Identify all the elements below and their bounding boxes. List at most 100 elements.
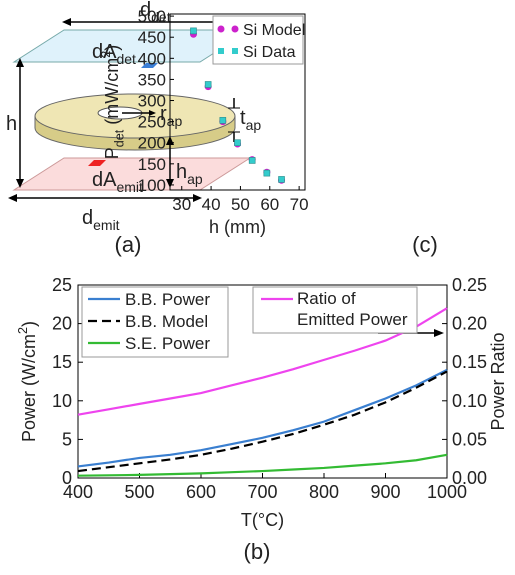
label-part: ) — [102, 45, 122, 51]
label-part: P — [102, 147, 122, 159]
legend-label: B.B. Model — [125, 312, 208, 331]
legend-box — [252, 286, 418, 334]
label-part: T(°C) — [241, 510, 284, 530]
panel-label: (a) — [115, 232, 142, 257]
y-tick-label: 450 — [138, 28, 166, 47]
diagram-label: dAdet — [92, 41, 136, 67]
legend-label-box: Ratio of Emitted Power — [297, 289, 408, 329]
y-tick-label: 300 — [138, 92, 166, 111]
diagram-label: tap — [240, 107, 261, 133]
panel-label: (b) — [244, 539, 271, 564]
label-sub: det — [151, 9, 171, 25]
legend-label: Si Model — [243, 22, 305, 39]
label-main: dA — [92, 41, 117, 63]
data-point — [204, 81, 212, 88]
arrow-head — [8, 194, 17, 202]
arrow-head — [62, 18, 71, 26]
y2-tick-label: 0.00 — [452, 468, 487, 488]
legend-label: S.E. Power — [125, 334, 210, 353]
label-main: h — [6, 113, 17, 135]
label-part: (mW/cm — [102, 58, 122, 130]
data-point — [248, 157, 256, 164]
plot-frame — [169, 13, 306, 191]
arrow-head — [16, 58, 24, 67]
emitter-area — [88, 160, 106, 166]
x-tick-label: 400 — [63, 482, 93, 502]
diagram-label: dAemit — [92, 169, 143, 195]
arrow-head — [434, 329, 444, 337]
label-main: dA — [92, 169, 117, 191]
label-part: ) — [19, 321, 39, 327]
series-line — [77, 307, 448, 416]
arrow-head — [149, 110, 156, 116]
label-sub: ap — [187, 171, 203, 187]
y-tick-label: 200 — [138, 134, 166, 153]
label-part: det — [112, 129, 126, 147]
y-tick-label: 20 — [52, 314, 72, 334]
label-part: Power Ratio — [488, 332, 508, 430]
y-tick-label: 5 — [62, 429, 72, 449]
legend-marker — [218, 48, 224, 54]
axis-label: T(°C) — [241, 510, 284, 530]
data-point — [190, 27, 197, 35]
label-sub: emit — [116, 179, 143, 195]
label-main: d — [140, 0, 151, 21]
label-main: h — [176, 161, 187, 183]
series-line — [77, 453, 448, 477]
legend-marker — [231, 25, 239, 33]
axis-label: Pdet (mW/cm2) — [99, 45, 127, 160]
data-point — [278, 176, 285, 183]
data-point — [263, 169, 271, 177]
legend-marker — [217, 25, 225, 33]
diagram-label: h — [6, 113, 17, 135]
label-main: d — [82, 207, 93, 229]
legend-label: Si Data — [243, 44, 296, 61]
y-tick-label: 350 — [138, 70, 166, 89]
label-part: Power (W/cm — [19, 334, 39, 442]
y2-tick-label: 0.15 — [452, 352, 487, 372]
label-sub: ap — [167, 113, 183, 129]
y2-tick-label: 0.05 — [452, 429, 487, 449]
y2-tick-label: 0.10 — [452, 391, 487, 411]
label-part: h (mm) — [209, 217, 266, 237]
arrow-head — [193, 194, 202, 202]
series-line — [77, 368, 448, 468]
label-part: 2 — [99, 51, 113, 58]
diagram-label: hap — [176, 161, 203, 187]
y-tick-label: 250 — [138, 113, 166, 132]
x-tick-label: 900 — [370, 482, 400, 502]
diagram-label: ddet — [140, 0, 171, 25]
x-tick-label: 600 — [186, 482, 216, 502]
x-tick-label: 500 — [124, 482, 154, 502]
data-point — [234, 139, 241, 147]
panel-label: (c) — [412, 232, 438, 257]
y-tick-label: 500 — [138, 7, 166, 26]
label-sub: det — [116, 51, 136, 67]
x-tick-label: 50 — [231, 195, 250, 214]
data-point — [219, 117, 227, 124]
axis-label: Power (W/cm2) — [16, 321, 39, 442]
y2-tick-label: 0.25 — [452, 275, 487, 295]
legend-marker — [232, 48, 238, 54]
x-tick-label: 700 — [247, 482, 277, 502]
y-tick-label: 15 — [52, 352, 72, 372]
label-main: t — [240, 107, 246, 129]
x-tick-label: 40 — [202, 195, 221, 214]
y-tick-label: 0 — [62, 468, 72, 488]
label-sub: emit — [93, 217, 120, 233]
y-tick-label: 400 — [138, 49, 166, 68]
label-part: 2 — [16, 327, 30, 334]
y-tick-label: 25 — [52, 275, 72, 295]
arrow-head — [16, 179, 24, 188]
legend-box — [212, 15, 304, 65]
y-tick-label: 150 — [138, 155, 166, 174]
y-tick-label: 10 — [52, 391, 72, 411]
legend-label: B.B. Power — [125, 290, 210, 309]
x-tick-label: 30 — [172, 195, 191, 214]
series-line — [77, 370, 448, 473]
detector-area — [141, 63, 158, 68]
label-main: r — [160, 103, 167, 125]
x-tick-label: 1000 — [427, 482, 467, 502]
axis-label: h (mm) — [209, 217, 266, 237]
